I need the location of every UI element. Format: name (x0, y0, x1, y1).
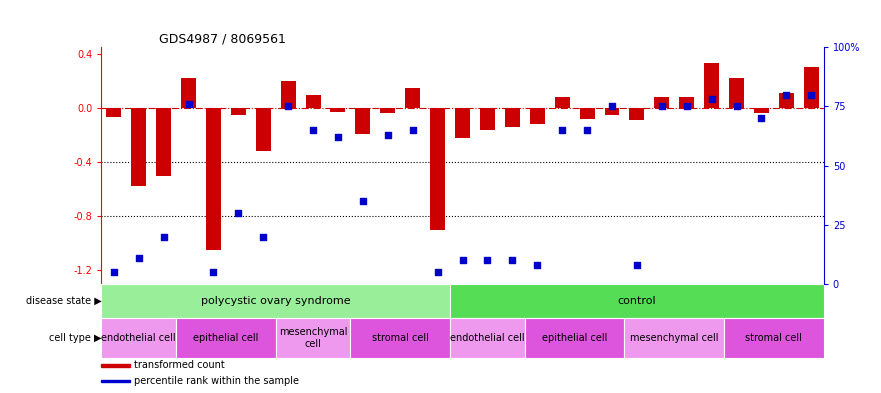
Point (655, 103, 669, 110)
Bar (330, 108, 345, 112)
Point (157, 233, 171, 240)
Bar (405, 88, 420, 108)
Point (107, 269, 121, 275)
Bar (505, 108, 520, 127)
Bar (381, 108, 396, 114)
Point (405, 127, 419, 133)
Text: cell type ▶: cell type ▶ (48, 333, 101, 343)
Bar (281, 81, 296, 108)
Point (181, 101, 196, 107)
Bar (181, 78, 196, 108)
Point (306, 127, 320, 133)
Bar (455, 108, 470, 138)
Bar (156, 108, 171, 176)
Text: endothelial cell: endothelial cell (450, 333, 525, 343)
Point (555, 127, 569, 133)
Point (754, 115, 768, 121)
Bar (779, 93, 794, 108)
Point (381, 132, 395, 138)
Text: epithelial cell: epithelial cell (193, 333, 258, 343)
Bar (629, 108, 644, 120)
Point (605, 103, 619, 110)
Point (630, 262, 644, 268)
Bar (101, 364, 130, 367)
Bar (625, 318, 724, 358)
Text: control: control (618, 296, 656, 306)
Point (206, 269, 220, 275)
Point (431, 269, 445, 275)
Point (530, 262, 544, 268)
Text: percentile rank within the sample: percentile rank within the sample (134, 376, 299, 386)
Point (679, 103, 693, 110)
Text: polycystic ovary syndrome: polycystic ovary syndrome (201, 296, 351, 306)
Bar (276, 318, 351, 358)
Bar (525, 318, 625, 358)
Bar (351, 318, 450, 358)
Text: disease state ▶: disease state ▶ (26, 296, 101, 306)
Bar (604, 108, 619, 115)
Bar (754, 108, 769, 114)
Point (780, 91, 794, 97)
Bar (306, 94, 321, 108)
Bar (176, 318, 276, 358)
Point (506, 257, 520, 263)
Point (356, 198, 370, 204)
Bar (101, 318, 176, 358)
Bar (101, 380, 130, 382)
Text: stromal cell: stromal cell (745, 333, 803, 343)
Bar (355, 108, 370, 134)
Bar (555, 97, 570, 108)
Text: mesenchymal cell: mesenchymal cell (630, 333, 719, 343)
Bar (480, 108, 495, 130)
Bar (529, 108, 544, 124)
Bar (206, 108, 221, 250)
Bar (131, 108, 146, 187)
Text: endothelial cell: endothelial cell (101, 333, 176, 343)
Text: epithelial cell: epithelial cell (542, 333, 607, 343)
Bar (679, 97, 694, 108)
Point (331, 134, 345, 140)
Point (729, 103, 744, 110)
Bar (655, 97, 670, 108)
Bar (803, 68, 818, 108)
Point (455, 257, 470, 263)
Text: stromal cell: stromal cell (372, 333, 429, 343)
Bar (255, 108, 270, 151)
Bar (231, 108, 246, 115)
Point (281, 103, 295, 110)
Bar (430, 108, 445, 230)
Bar (580, 108, 595, 119)
Bar (450, 284, 824, 318)
Text: transformed count: transformed count (134, 360, 225, 370)
Point (256, 233, 270, 240)
Bar (107, 108, 122, 118)
Bar (450, 318, 525, 358)
Point (131, 255, 145, 261)
Text: mesenchymal
cell: mesenchymal cell (278, 327, 347, 349)
Point (232, 210, 246, 216)
Point (705, 96, 719, 103)
Bar (704, 63, 719, 108)
Text: GDS4987 / 8069561: GDS4987 / 8069561 (159, 33, 286, 46)
Point (580, 127, 594, 133)
Bar (724, 318, 824, 358)
Point (804, 91, 818, 97)
Bar (101, 284, 450, 318)
Bar (729, 78, 744, 108)
Point (480, 257, 494, 263)
